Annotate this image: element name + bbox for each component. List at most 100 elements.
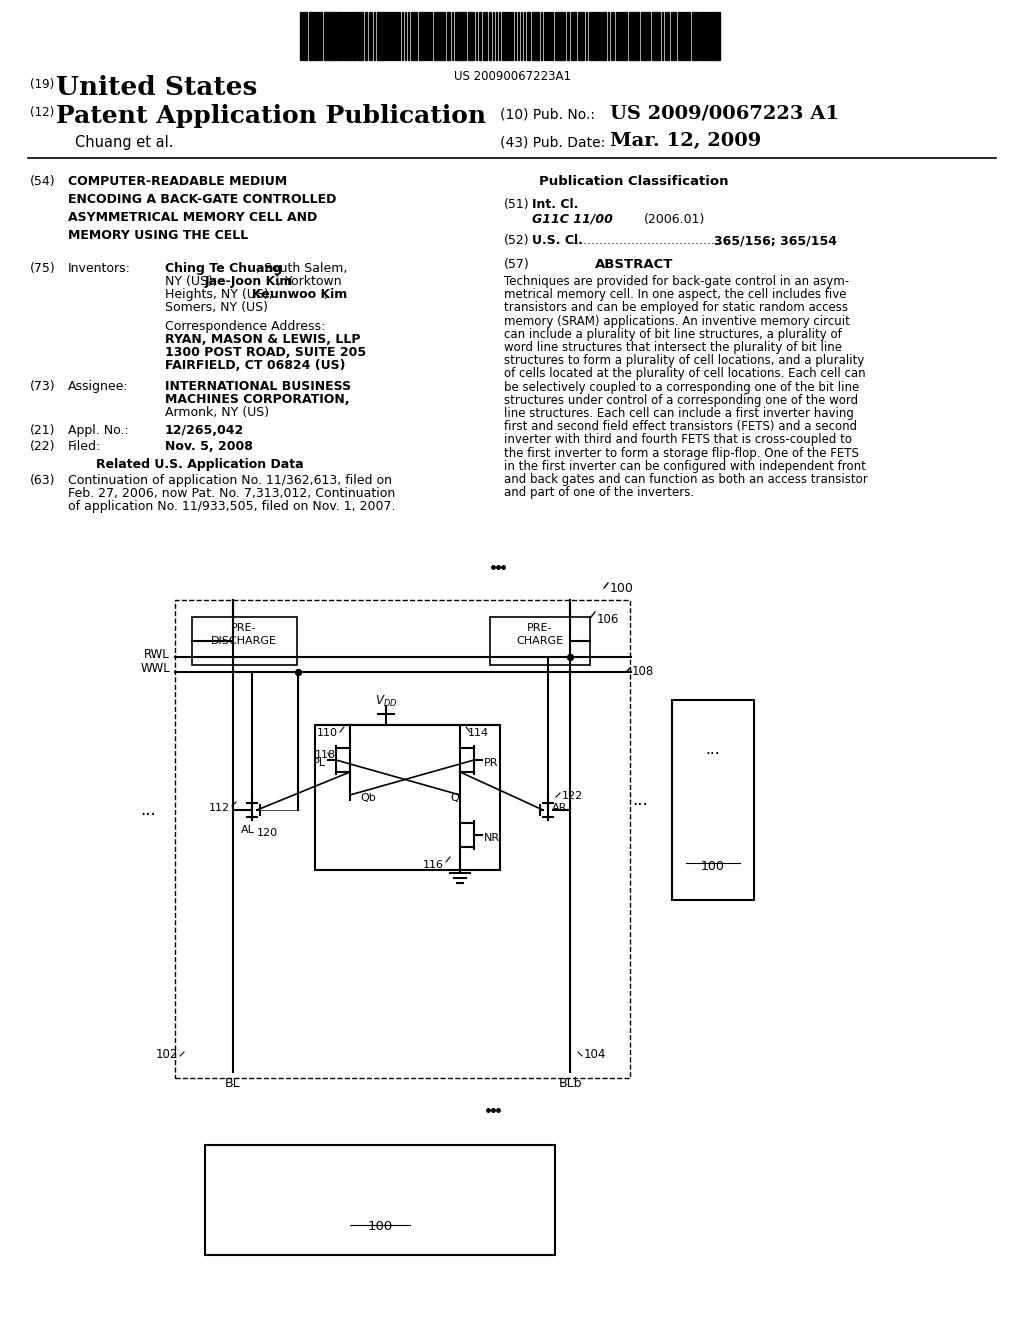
Bar	[709, 12, 711, 59]
Text: 116: 116	[423, 861, 444, 870]
Text: 104: 104	[584, 1048, 606, 1060]
Text: word line structures that intersect the plurality of bit line: word line structures that intersect the …	[504, 341, 842, 354]
Text: 365/156; 365/154: 365/156; 365/154	[714, 234, 837, 247]
Text: NR: NR	[484, 833, 500, 843]
Text: .......................................: .......................................	[572, 234, 728, 247]
Text: structures to form a plurality of cell locations, and a plurality: structures to form a plurality of cell l…	[504, 354, 864, 367]
Text: Continuation of application No. 11/362,613, filed on: Continuation of application No. 11/362,6…	[68, 474, 392, 487]
Bar	[377, 12, 380, 59]
Text: Somers, NY (US): Somers, NY (US)	[165, 301, 268, 314]
Bar	[527, 12, 530, 59]
Text: Correspondence Address:: Correspondence Address:	[165, 319, 326, 333]
Bar	[622, 12, 625, 59]
Bar	[328, 12, 331, 59]
Bar	[485, 12, 487, 59]
Text: (57): (57)	[504, 257, 529, 271]
Bar	[688, 12, 690, 59]
Text: line structures. Each cell can include a first inverter having: line structures. Each cell can include a…	[504, 407, 854, 420]
Bar	[381, 12, 384, 59]
Bar	[468, 12, 470, 59]
Text: (73): (73)	[30, 380, 55, 393]
Text: 100: 100	[701, 861, 725, 873]
Text: RWL: RWL	[144, 648, 170, 660]
Text: 108: 108	[632, 665, 654, 678]
Text: metrical memory cell. In one aspect, the cell includes five: metrical memory cell. In one aspect, the…	[504, 288, 847, 301]
Bar	[365, 12, 367, 59]
Text: Nov. 5, 2008: Nov. 5, 2008	[165, 440, 253, 453]
Text: and part of one of the inverters.: and part of one of the inverters.	[504, 486, 694, 499]
Text: PR: PR	[484, 758, 499, 768]
Text: (22): (22)	[30, 440, 55, 453]
Text: ...: ...	[632, 791, 648, 809]
Bar	[658, 12, 660, 59]
Text: memory (SRAM) applications. An inventive memory circuit: memory (SRAM) applications. An inventive…	[504, 314, 850, 327]
Text: BL: BL	[225, 1077, 241, 1090]
Text: Keunwoo Kim: Keunwoo Kim	[252, 288, 347, 301]
Bar	[479, 12, 481, 59]
Bar	[313, 12, 316, 59]
Bar	[672, 700, 754, 900]
Text: , Yorktown: , Yorktown	[278, 275, 342, 288]
Text: AL: AL	[241, 825, 255, 836]
Text: (51): (51)	[504, 198, 529, 211]
Bar	[641, 12, 643, 59]
Bar	[629, 12, 631, 59]
Text: Related U.S. Application Data: Related U.S. Application Data	[96, 458, 304, 471]
Text: inverter with third and fourth FETS that is cross-coupled to: inverter with third and fourth FETS that…	[504, 433, 852, 446]
Bar	[603, 12, 606, 59]
Text: US 2009/0067223 A1: US 2009/0067223 A1	[610, 104, 839, 121]
Text: Publication Classification: Publication Classification	[540, 176, 729, 187]
Bar	[718, 12, 720, 59]
Bar	[702, 12, 705, 59]
Bar	[667, 12, 669, 59]
Bar	[419, 12, 422, 59]
Text: of application No. 11/933,505, filed on Nov. 1, 2007.: of application No. 11/933,505, filed on …	[68, 500, 395, 513]
Text: 118: 118	[315, 750, 336, 760]
Text: US 20090067223A1: US 20090067223A1	[454, 70, 570, 83]
Text: (2006.01): (2006.01)	[644, 213, 706, 226]
Text: transistors and can be employed for static random access: transistors and can be employed for stat…	[504, 301, 848, 314]
Text: (75): (75)	[30, 261, 55, 275]
Text: can include a plurality of bit line structures, a plurality of: can include a plurality of bit line stru…	[504, 327, 842, 341]
Text: Mar. 12, 2009: Mar. 12, 2009	[610, 132, 761, 150]
Text: (63): (63)	[30, 474, 55, 487]
Text: G11C 11/00: G11C 11/00	[532, 213, 613, 226]
Bar	[324, 12, 327, 59]
Text: in the first inverter can be configured with independent front: in the first inverter can be configured …	[504, 459, 866, 473]
Text: of cells located at the plurality of cell locations. Each cell can: of cells located at the plurality of cel…	[504, 367, 865, 380]
Bar	[413, 12, 415, 59]
Text: COMPUTER-READABLE MEDIUM
ENCODING A BACK-GATE CONTROLLED
ASYMMETRICAL MEMORY CEL: COMPUTER-READABLE MEDIUM ENCODING A BACK…	[68, 176, 336, 242]
Text: PRE-
CHARGE: PRE- CHARGE	[516, 623, 563, 647]
Text: 12/265,042: 12/265,042	[165, 424, 245, 437]
Bar	[436, 12, 438, 59]
Bar	[632, 12, 635, 59]
Bar	[490, 616, 590, 665]
Bar	[694, 12, 697, 59]
Text: Appl. No.:: Appl. No.:	[68, 424, 129, 437]
Text: 112: 112	[209, 803, 230, 813]
Bar	[353, 12, 355, 59]
Text: U.S. Cl.: U.S. Cl.	[532, 234, 583, 247]
Text: $\mathit{V}_{DD}$: $\mathit{V}_{DD}$	[375, 694, 397, 709]
Text: first and second field effect transistors (FETS) and a second: first and second field effect transistor…	[504, 420, 857, 433]
Text: 102: 102	[156, 1048, 178, 1060]
Bar	[536, 12, 539, 59]
Text: Int. Cl.: Int. Cl.	[532, 198, 579, 211]
Text: (43) Pub. Date:: (43) Pub. Date:	[500, 135, 605, 149]
Text: Qb: Qb	[360, 793, 376, 803]
Bar	[455, 12, 458, 59]
Bar	[712, 12, 714, 59]
Text: Techniques are provided for back-gate control in an asym-: Techniques are provided for back-gate co…	[504, 275, 849, 288]
Text: Inventors:: Inventors:	[68, 261, 131, 275]
Text: WWL: WWL	[140, 663, 170, 676]
Text: ,: ,	[324, 288, 328, 301]
Bar	[644, 12, 646, 59]
Bar	[459, 12, 462, 59]
Bar	[332, 12, 335, 59]
Text: (21): (21)	[30, 424, 55, 437]
Text: 114: 114	[468, 729, 489, 738]
Bar	[489, 12, 490, 59]
Text: Patent Application Publication: Patent Application Publication	[56, 104, 486, 128]
Text: NY (US);: NY (US);	[165, 275, 221, 288]
Text: 120: 120	[257, 828, 279, 838]
